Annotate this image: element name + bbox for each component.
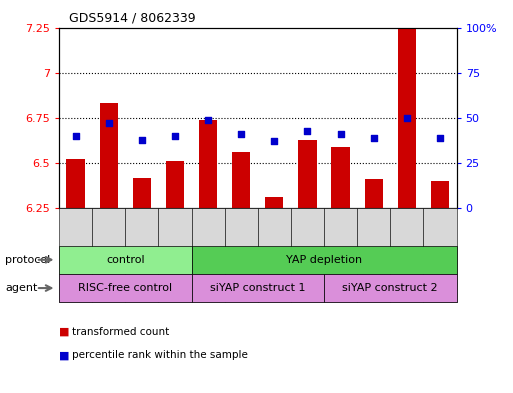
Bar (199, 120, 217, 208)
Point (303, 127, 311, 134)
Text: siYAP construct 2: siYAP construct 2 (343, 283, 438, 293)
Bar (166, 161, 184, 208)
Text: ■: ■ (59, 327, 69, 337)
Point (171, 133, 179, 139)
Bar (100, 103, 118, 208)
Text: transformed count: transformed count (72, 327, 169, 337)
Point (436, 135, 444, 141)
Point (105, 120, 113, 127)
Bar (232, 152, 250, 208)
Bar (398, 29, 416, 208)
Text: GDS5914 / 8062339: GDS5914 / 8062339 (69, 12, 196, 25)
Text: protocol: protocol (5, 255, 50, 265)
Text: RISC-free control: RISC-free control (78, 283, 172, 293)
Bar (365, 179, 383, 208)
Point (204, 117, 212, 123)
Point (337, 131, 345, 137)
Point (370, 135, 378, 141)
Text: agent: agent (5, 283, 37, 293)
Bar (331, 147, 350, 208)
Text: percentile rank within the sample: percentile rank within the sample (72, 350, 248, 360)
Point (270, 138, 279, 145)
Text: ■: ■ (59, 350, 69, 360)
Point (403, 115, 411, 121)
Text: YAP depletion: YAP depletion (286, 255, 362, 265)
Text: siYAP construct 1: siYAP construct 1 (210, 283, 306, 293)
Bar (265, 197, 284, 208)
Bar (67, 160, 85, 208)
Text: control: control (106, 255, 145, 265)
Point (137, 136, 146, 143)
Bar (299, 140, 317, 208)
Point (237, 131, 245, 137)
Bar (431, 181, 449, 208)
Bar (133, 178, 151, 208)
Point (71, 133, 80, 139)
